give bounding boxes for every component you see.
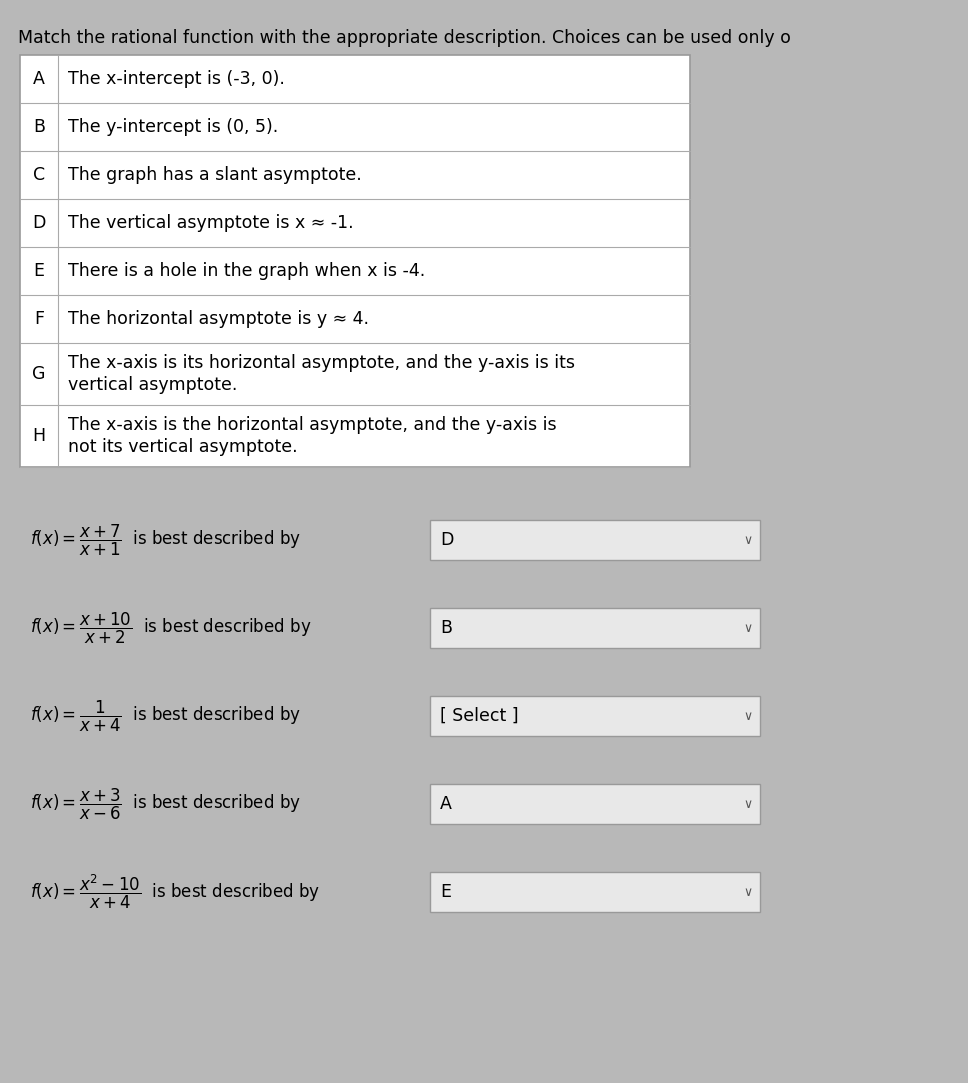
Text: The graph has a slant asymptote.: The graph has a slant asymptote. bbox=[68, 166, 362, 184]
Text: B: B bbox=[33, 118, 45, 136]
Text: $f(x) = \dfrac{x+10}{x+2}$  is best described by: $f(x) = \dfrac{x+10}{x+2}$ is best descr… bbox=[30, 611, 312, 645]
FancyBboxPatch shape bbox=[430, 520, 760, 560]
Text: The x-axis is its horizontal asymptote, and the y-axis is its
vertical asymptote: The x-axis is its horizontal asymptote, … bbox=[68, 353, 575, 394]
Text: H: H bbox=[33, 427, 45, 445]
FancyBboxPatch shape bbox=[430, 784, 760, 824]
FancyBboxPatch shape bbox=[430, 696, 760, 736]
FancyBboxPatch shape bbox=[430, 608, 760, 648]
Text: $f(x) = \dfrac{x+3}{x-6}$  is best described by: $f(x) = \dfrac{x+3}{x-6}$ is best descri… bbox=[30, 786, 301, 822]
FancyBboxPatch shape bbox=[430, 872, 760, 912]
Text: A: A bbox=[440, 795, 452, 813]
Text: ∨: ∨ bbox=[743, 622, 752, 635]
Text: F: F bbox=[34, 310, 44, 328]
Text: ∨: ∨ bbox=[743, 886, 752, 899]
Text: The y-intercept is (0, 5).: The y-intercept is (0, 5). bbox=[68, 118, 278, 136]
Text: The x-intercept is (-3, 0).: The x-intercept is (-3, 0). bbox=[68, 70, 285, 88]
Text: E: E bbox=[440, 883, 451, 901]
Text: D: D bbox=[440, 531, 453, 549]
Text: D: D bbox=[32, 214, 45, 232]
Text: E: E bbox=[34, 262, 45, 280]
Text: [ Select ]: [ Select ] bbox=[440, 707, 519, 725]
Text: There is a hole in the graph when x is -4.: There is a hole in the graph when x is -… bbox=[68, 262, 425, 280]
Text: ∨: ∨ bbox=[743, 709, 752, 722]
Text: The horizontal asymptote is y ≈ 4.: The horizontal asymptote is y ≈ 4. bbox=[68, 310, 369, 328]
Text: $f(x) = \dfrac{1}{x+4}$  is best described by: $f(x) = \dfrac{1}{x+4}$ is best describe… bbox=[30, 699, 301, 733]
Text: $f(x) = \dfrac{x+7}{x+1}$  is best described by: $f(x) = \dfrac{x+7}{x+1}$ is best descri… bbox=[30, 522, 301, 558]
Text: The x-axis is the horizontal asymptote, and the y-axis is
not its vertical asymp: The x-axis is the horizontal asymptote, … bbox=[68, 416, 557, 456]
Text: C: C bbox=[33, 166, 45, 184]
Text: B: B bbox=[440, 619, 452, 637]
Text: G: G bbox=[32, 365, 45, 383]
Text: $f(x) = \dfrac{x^2-10}{x+4}$  is best described by: $f(x) = \dfrac{x^2-10}{x+4}$ is best des… bbox=[30, 873, 320, 911]
Text: ∨: ∨ bbox=[743, 534, 752, 547]
Text: The vertical asymptote is x ≈ -1.: The vertical asymptote is x ≈ -1. bbox=[68, 214, 353, 232]
Text: A: A bbox=[33, 70, 45, 88]
Text: Match the rational function with the appropriate description. Choices can be use: Match the rational function with the app… bbox=[18, 29, 791, 47]
FancyBboxPatch shape bbox=[20, 55, 690, 467]
Text: ∨: ∨ bbox=[743, 797, 752, 810]
